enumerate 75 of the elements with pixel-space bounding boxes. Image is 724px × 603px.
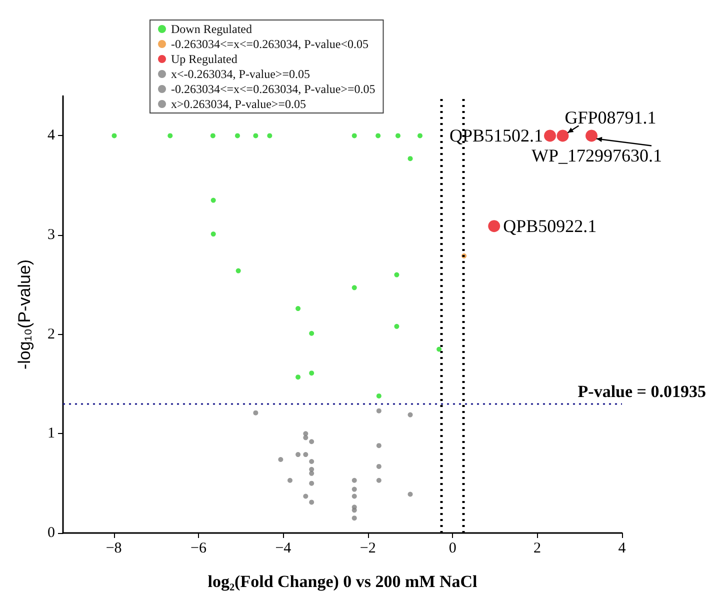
annotation: WP_172997630.1 [532,146,662,166]
point [408,156,413,162]
point [309,470,314,476]
point [296,306,301,312]
legend-label: Down Regulated [171,22,252,36]
point [488,220,500,232]
y-tick-label: 1 [48,426,55,442]
point [210,232,216,237]
point [210,198,216,203]
point [253,410,258,416]
y-tick-label: 3 [48,227,55,244]
point [394,324,400,329]
legend-label: x>0.263034, P-value>=0.05 [171,97,306,111]
point [544,130,556,142]
x-tick-label: 4 [618,540,626,556]
y-axis-title: -log₁₀(P-value) [15,259,34,370]
point [112,133,117,138]
point [352,486,357,492]
point [352,478,357,483]
point [303,494,308,499]
annotation: P-value = 0.01935 [578,382,706,401]
point [234,133,240,138]
point [436,346,442,352]
point [376,408,382,414]
legend-label: x<-0.263034, P-value>=0.05 [171,67,310,81]
point [267,133,272,138]
x-tick-label: −6 [190,540,207,556]
point [408,492,413,497]
point [418,133,422,138]
point [168,133,173,138]
point [287,478,292,483]
point [303,435,308,440]
point [352,494,357,499]
point [556,130,569,142]
x-tick-label: −4 [275,540,292,556]
point [352,285,357,290]
x-tick-label: 2 [534,540,542,556]
annotation: GFP08791.1 [564,108,656,128]
annotation: QPB51502.1 [449,126,544,146]
point [303,452,308,458]
point [395,133,400,138]
point [296,452,301,458]
y-tick-label: 2 [48,326,55,342]
point [309,439,314,444]
legend-label: Up Regulated [171,52,238,66]
point [309,458,314,464]
x-tick-label: 0 [448,540,456,556]
x-tick-label: −8 [106,540,122,556]
annotation: QPB50922.1 [503,216,597,236]
point [408,412,413,418]
x-axis-title: log₂(Fold Change) 0 vs 200 mM NaCl [208,572,478,591]
point [352,516,357,521]
point [376,393,382,398]
point [376,133,381,138]
point [376,443,382,448]
point [296,374,301,380]
point [586,130,598,142]
point [394,272,400,278]
legend-label: -0.263034<=x<=0.263034, P-value<0.05 [171,37,368,51]
point [309,480,314,486]
point [376,478,382,483]
y-tick-label: 4 [48,128,56,144]
point [278,457,284,462]
point [236,268,241,274]
x-tick-label: −2 [360,540,376,556]
point [352,133,357,138]
point [309,500,314,505]
point [309,330,314,336]
point [376,464,382,469]
point [210,133,216,138]
point [309,370,314,376]
y-tick-label: 0 [48,525,55,541]
legend-label: -0.263034<=x<=0.263034, P-value>=0.05 [171,82,376,96]
point [253,133,258,138]
point [352,508,357,513]
